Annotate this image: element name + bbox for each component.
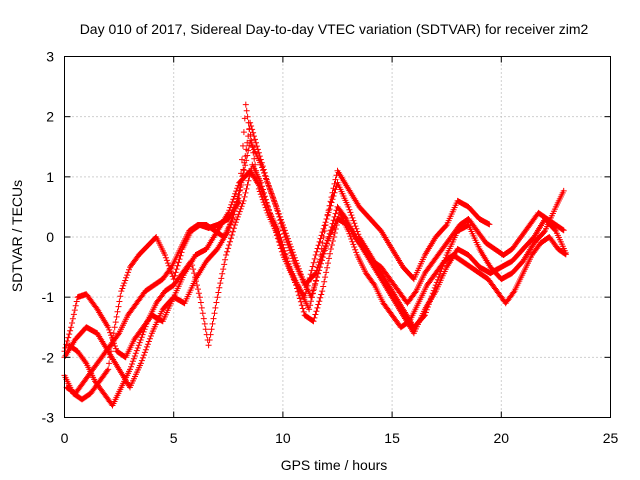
series-track-d: [65, 161, 569, 409]
x-axis-tick-labels: 0 5 10 15 20 25: [61, 430, 619, 446]
series-track-e: [63, 119, 567, 397]
x-axis-label: GPS time / hours: [281, 457, 388, 473]
data-point-markers: [65, 161, 569, 409]
y-tick-label: 3: [46, 49, 54, 65]
x-tick-label: 15: [384, 430, 400, 446]
y-tick-label: 0: [46, 229, 54, 245]
axis-ticks: [64, 56, 611, 418]
y-tick-label: 2: [46, 109, 54, 125]
chart-title: Day 010 of 2017, Sidereal Day-to-day VTE…: [80, 21, 589, 37]
y-tick-label: 1: [46, 169, 54, 185]
plot-area: [61, 101, 569, 409]
y-tick-label: -1: [42, 289, 55, 305]
x-tick-label: 0: [61, 430, 69, 446]
x-tick-label: 10: [275, 430, 291, 446]
y-axis-tick-labels: -3 -2 -1 0 1 2 3: [42, 49, 55, 426]
x-tick-label: 20: [494, 430, 510, 446]
x-tick-label: 25: [603, 430, 619, 446]
data-point-markers: [63, 119, 567, 397]
y-tick-label: -2: [42, 349, 55, 365]
x-tick-label: 5: [170, 430, 178, 446]
y-tick-label: -3: [42, 410, 55, 426]
y-axis-label: SDTVAR / TECUs: [9, 180, 25, 292]
